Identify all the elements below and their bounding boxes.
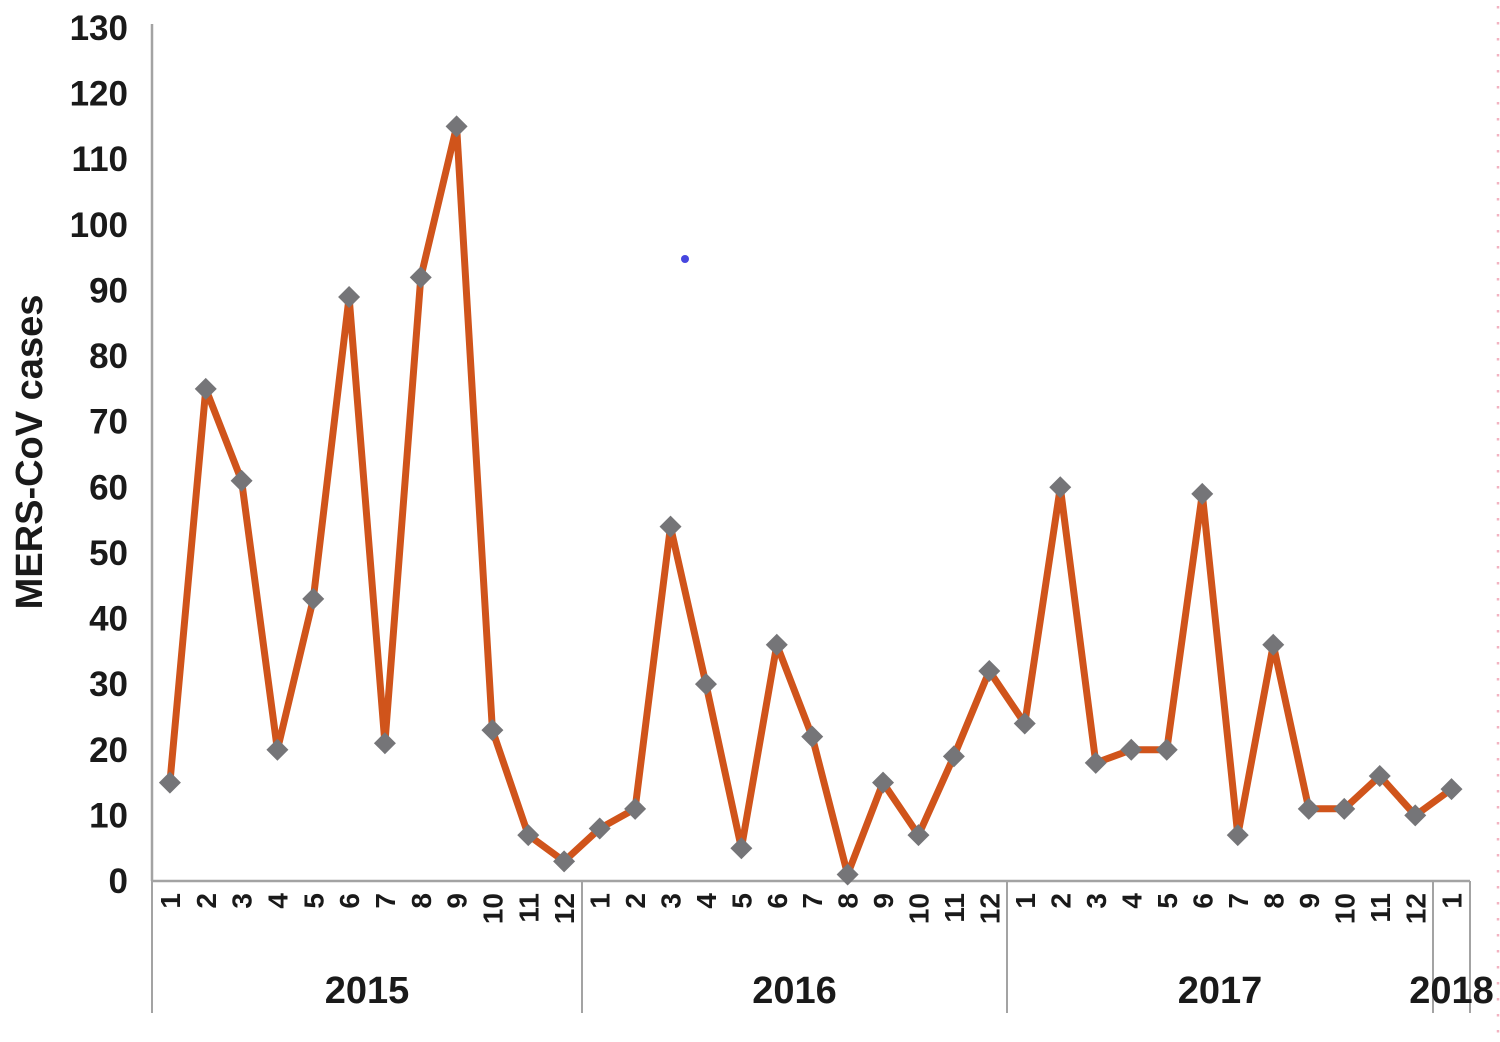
data-point-marker — [517, 824, 540, 847]
data-point-marker — [230, 469, 253, 492]
month-tick-label: 8 — [1258, 893, 1289, 909]
month-tick-label: 2 — [620, 893, 651, 909]
month-tick-label: 11 — [939, 893, 970, 923]
data-point-marker — [836, 863, 859, 886]
data-point-marker — [659, 515, 682, 538]
month-tick-label: 5 — [298, 893, 329, 909]
month-tick-label: 3 — [227, 893, 258, 909]
month-tick-label: 10 — [477, 893, 508, 924]
data-point-marker — [481, 719, 504, 742]
data-point-marker — [1120, 738, 1143, 761]
month-tick-label: 1 — [1437, 893, 1468, 909]
y-tick-label: 0 — [109, 862, 128, 901]
y-tick-label: 110 — [72, 140, 128, 179]
month-tick-label: 8 — [833, 893, 864, 909]
month-tick-label: 4 — [1116, 893, 1147, 909]
y-tick-label: 60 — [89, 468, 128, 507]
data-point-marker — [338, 286, 361, 309]
data-point-marker — [907, 824, 930, 847]
month-tick-label: 1 — [1010, 893, 1041, 909]
data-point-marker — [409, 266, 432, 289]
month-tick-label: 8 — [406, 893, 437, 909]
data-point-marker — [1155, 738, 1178, 761]
data-point-marker — [266, 738, 289, 761]
data-point-marker — [1049, 476, 1072, 499]
y-tick-label: 20 — [89, 731, 128, 770]
data-point-marker — [1191, 482, 1214, 505]
month-tick-label: 6 — [334, 893, 365, 909]
month-tick-label: 7 — [797, 893, 828, 909]
y-tick-label: 70 — [89, 403, 128, 442]
data-point-marker — [588, 817, 611, 840]
data-point-marker — [302, 587, 325, 610]
data-point-marker — [158, 771, 181, 794]
month-tick-label: 2 — [191, 893, 222, 909]
month-tick-label: 4 — [691, 893, 722, 909]
y-tick-label: 40 — [89, 600, 128, 639]
month-tick-label: 9 — [442, 893, 473, 909]
data-point-marker — [942, 745, 965, 768]
data-point-marker — [730, 837, 753, 860]
data-point-marker — [1084, 751, 1107, 774]
month-tick-label: 1 — [585, 893, 616, 909]
stray-blue-dot — [681, 255, 689, 263]
data-point-marker — [801, 725, 824, 748]
data-point-marker — [1226, 824, 1249, 847]
data-point-marker — [978, 660, 1001, 683]
month-tick-label: 9 — [1294, 893, 1325, 909]
data-point-marker — [1262, 633, 1285, 656]
year-label: 2016 — [752, 970, 837, 1012]
data-point-marker — [872, 771, 895, 794]
data-point-marker — [694, 673, 717, 696]
month-tick-label: 12 — [549, 893, 580, 924]
month-tick-label: 5 — [1152, 893, 1183, 909]
month-tick-label: 9 — [868, 893, 899, 909]
month-tick-label: 7 — [1223, 893, 1254, 909]
year-label: 2017 — [1178, 970, 1263, 1012]
month-tick-label: 11 — [1365, 893, 1396, 923]
data-point-marker — [1404, 804, 1427, 827]
y-tick-label: 90 — [89, 271, 128, 310]
y-tick-label: 30 — [89, 665, 128, 704]
month-tick-label: 12 — [974, 893, 1005, 924]
month-tick-label: 6 — [1187, 893, 1218, 909]
data-point-marker — [1440, 778, 1463, 801]
y-tick-label: 130 — [70, 9, 128, 48]
month-tick-label: 7 — [370, 893, 401, 909]
data-point-marker — [1297, 797, 1320, 820]
y-tick-label: 50 — [89, 534, 128, 573]
month-tick-label: 6 — [762, 893, 793, 909]
month-tick-label: 10 — [904, 893, 935, 924]
month-tick-label: 12 — [1400, 893, 1431, 924]
y-tick-label: 10 — [89, 796, 128, 835]
data-point-marker — [1368, 765, 1391, 788]
y-tick-label: 120 — [70, 75, 128, 114]
month-tick-label: 4 — [262, 893, 293, 909]
data-point-marker — [373, 732, 396, 755]
year-label: 2015 — [325, 970, 410, 1012]
month-tick-label: 2 — [1045, 893, 1076, 909]
month-tick-label: 3 — [1081, 893, 1112, 909]
month-tick-label: 5 — [726, 893, 757, 909]
data-point-marker — [624, 797, 647, 820]
y-tick-label: 100 — [70, 206, 128, 245]
month-tick-label: 1 — [155, 893, 186, 909]
data-point-marker — [765, 633, 788, 656]
data-point-marker — [445, 115, 468, 138]
data-point-marker — [1013, 712, 1036, 735]
y-axis-title: MERS-CoV cases — [9, 295, 51, 610]
data-point-marker — [1333, 797, 1356, 820]
year-label: 2018 — [1409, 970, 1494, 1012]
month-tick-label: 10 — [1329, 893, 1360, 924]
month-tick-label: 3 — [656, 893, 687, 909]
y-tick-label: 80 — [89, 337, 128, 376]
data-point-marker — [194, 377, 217, 400]
month-tick-label: 11 — [513, 893, 544, 923]
data-point-marker — [553, 850, 576, 873]
